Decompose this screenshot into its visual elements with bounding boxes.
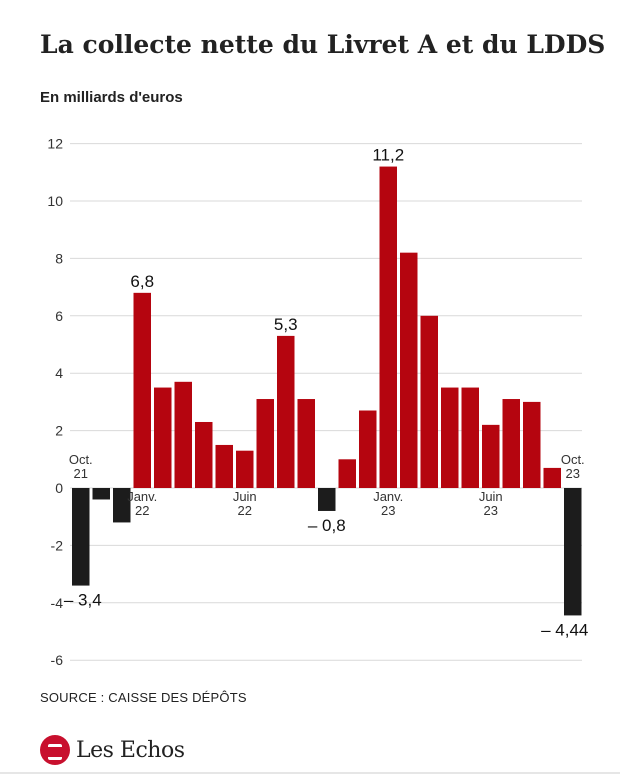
bar xyxy=(92,488,110,500)
chart-title: La collecte nette du Livret A et du LDDS xyxy=(40,30,606,59)
data-label: 11,2 xyxy=(372,146,404,165)
data-label: 6,8 xyxy=(130,272,154,291)
divider xyxy=(0,772,620,774)
bar xyxy=(174,381,192,488)
bar xyxy=(420,315,438,488)
x-tick-label: Oct. xyxy=(561,452,585,467)
bar xyxy=(236,450,254,488)
bar xyxy=(297,399,315,488)
x-tick-label: Janv. xyxy=(127,489,157,504)
y-tick-label: -2 xyxy=(51,537,64,553)
bar xyxy=(482,424,500,488)
les-echos-logo-icon xyxy=(40,735,70,765)
y-tick-label: 6 xyxy=(55,308,63,324)
x-tick-label: 23 xyxy=(484,503,498,518)
x-tick-label: 22 xyxy=(238,503,252,518)
bar xyxy=(215,444,233,488)
y-tick-label: 2 xyxy=(55,423,63,439)
y-tick-label: 0 xyxy=(55,480,63,496)
bar xyxy=(195,421,213,488)
bar xyxy=(502,399,520,488)
y-tick-label: 8 xyxy=(55,250,63,266)
data-label: – 3,4 xyxy=(64,591,102,610)
bar xyxy=(277,335,295,488)
x-tick-label: 23 xyxy=(566,466,580,481)
y-tick-label: 4 xyxy=(55,365,63,381)
bar xyxy=(133,292,151,488)
bar xyxy=(318,488,336,511)
bar xyxy=(523,401,541,488)
bar xyxy=(256,399,274,488)
x-tick-label: Oct. xyxy=(69,452,93,467)
bar xyxy=(359,410,377,488)
data-label: 5,3 xyxy=(274,315,298,334)
brand-name: Les Echos xyxy=(76,737,185,763)
bar xyxy=(441,387,459,488)
x-tick-label: 22 xyxy=(135,503,149,518)
data-label: – 4,44 xyxy=(541,620,588,639)
x-tick-label: 21 xyxy=(74,466,88,481)
brand-logo: Les Echos xyxy=(40,735,185,765)
x-tick-label: Juin xyxy=(233,489,257,504)
source-note: SOURCE : CAISSE DES DÉPÔTS xyxy=(40,690,247,705)
y-tick-label: 12 xyxy=(47,136,63,152)
y-tick-label: -4 xyxy=(51,595,64,611)
x-tick-label: 23 xyxy=(381,503,395,518)
bar xyxy=(379,166,397,488)
bar xyxy=(564,488,582,616)
bar xyxy=(400,252,418,488)
y-tick-label: 10 xyxy=(47,193,63,209)
bar xyxy=(338,459,356,488)
x-tick-label: Juin xyxy=(479,489,503,504)
chart-subtitle: En milliards d'euros xyxy=(40,89,183,106)
bar xyxy=(72,488,90,586)
bar xyxy=(113,488,131,523)
data-label: – 0,8 xyxy=(308,516,346,535)
bar xyxy=(154,387,172,488)
bar xyxy=(543,467,561,488)
bar xyxy=(461,387,479,488)
y-tick-label: -6 xyxy=(51,652,64,668)
bar-chart: -6-4-2024681012Oct.21Janv.22Juin22Janv.2… xyxy=(47,136,588,669)
x-tick-label: Janv. xyxy=(373,489,403,504)
